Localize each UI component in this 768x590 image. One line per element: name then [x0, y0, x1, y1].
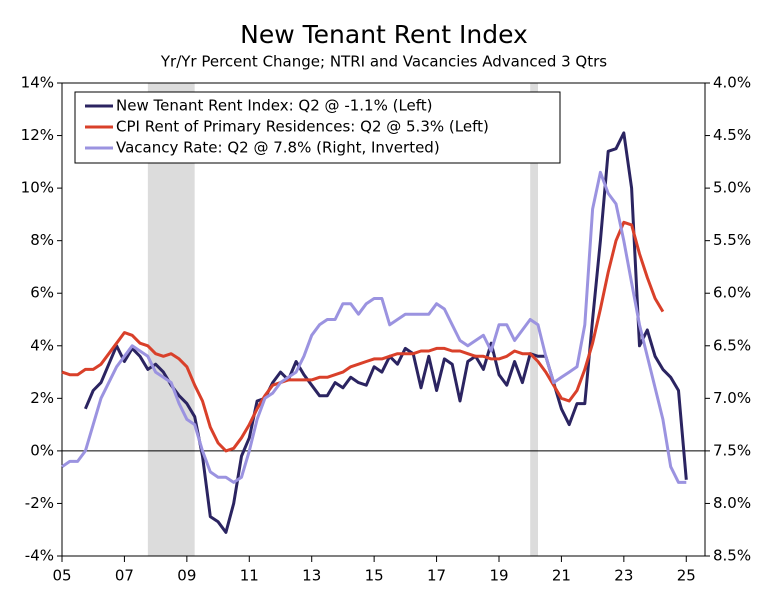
y-tick-label: 0% — [30, 441, 54, 459]
y-tick-label: 8% — [30, 231, 54, 249]
x-tick-label: 15 — [365, 567, 384, 585]
x-tick-label: 05 — [52, 567, 71, 585]
y2-tick-label: 8.0% — [713, 494, 751, 512]
y-tick-label: 6% — [30, 284, 54, 302]
y2-tick-label: 7.0% — [713, 389, 751, 407]
y2-tick-label: 7.5% — [713, 441, 751, 459]
legend-label: New Tenant Rent Index: Q2 @ -1.1% (Left) — [116, 97, 433, 115]
x-tick-label: 09 — [177, 567, 196, 585]
y-tick-label: 4% — [30, 336, 54, 354]
series-line — [61, 170, 687, 484]
series-line — [84, 131, 688, 534]
y2-tick-label: 4.5% — [713, 126, 751, 144]
y2-tick-label: 5.5% — [713, 231, 751, 249]
y-tick-label: 2% — [30, 389, 54, 407]
x-tick-label: 25 — [677, 567, 696, 585]
x-tick-label: 17 — [427, 567, 446, 585]
legend-label: Vacancy Rate: Q2 @ 7.8% (Right, Inverted… — [116, 139, 440, 157]
x-tick-label: 13 — [302, 567, 321, 585]
x-tick-label: 11 — [240, 567, 259, 585]
legend-label: CPI Rent of Primary Residences: Q2 @ 5.3… — [116, 118, 489, 136]
chart-subtitle: Yr/Yr Percent Change; NTRI and Vacancies… — [160, 53, 607, 71]
x-tick-label: 07 — [115, 567, 134, 585]
x-tick-label: 23 — [614, 567, 633, 585]
x-tick-label: 19 — [489, 567, 508, 585]
y2-tick-label: 8.5% — [713, 547, 751, 565]
y2-tick-label: 6.5% — [713, 336, 751, 354]
y-tick-label: 14% — [21, 74, 54, 92]
y-tick-label: 10% — [21, 179, 54, 197]
y-tick-label: -2% — [25, 494, 54, 512]
x-tick-label: 21 — [552, 567, 571, 585]
plot-frame — [61, 82, 706, 557]
y-tick-label: -4% — [25, 547, 54, 565]
y-tick-label: 12% — [21, 126, 54, 144]
legend-box — [74, 91, 561, 164]
series-line — [61, 220, 665, 453]
recession-band — [530, 83, 539, 556]
y2-tick-label: 4.0% — [713, 74, 751, 92]
y2-tick-label: 5.0% — [713, 179, 751, 197]
y2-tick-label: 6.0% — [713, 284, 751, 302]
chart-title: New Tenant Rent Index — [240, 20, 528, 49]
